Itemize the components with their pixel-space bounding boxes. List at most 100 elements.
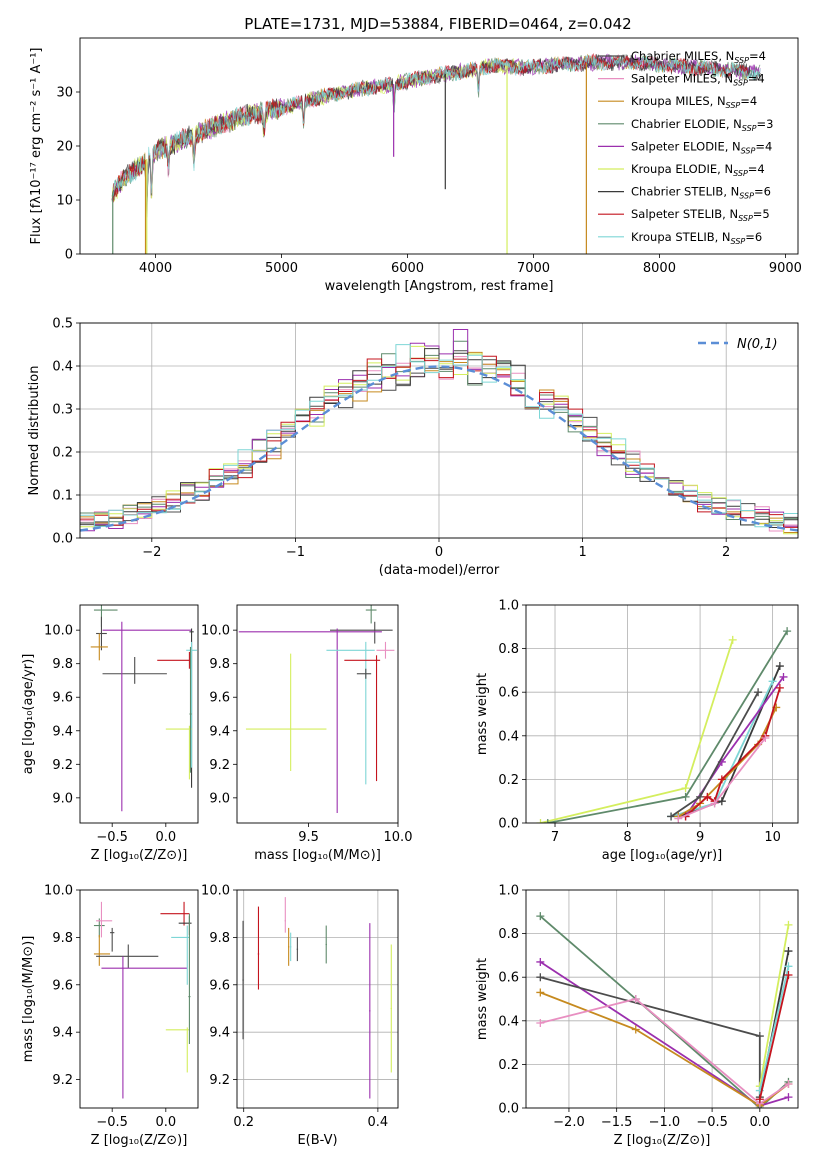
x-tick-label: −0.5 (96, 830, 128, 845)
weight-marker (755, 1095, 764, 1104)
x-tick-label: 0.2 (233, 1115, 254, 1130)
plot-area (90, 605, 197, 812)
x-tick-label: 9.5 (298, 830, 319, 845)
weight-marker (536, 957, 545, 966)
x-tick-label: −0.5 (696, 1115, 728, 1130)
weight-line (678, 665, 781, 818)
weight-vs-age-panel: 7 8 9 10 0.0 0.2 0.4 0.6 0.8 1.0 age [log₁₀(age/yr… (475, 599, 799, 863)
axes-frame (79, 322, 799, 539)
spectrum-line (111, 52, 748, 203)
residual-histogram (80, 348, 798, 528)
y-tick-label: 0.0 (52, 532, 73, 547)
weight-marker (543, 819, 552, 823)
x-axis-label: (data-model)/error (379, 563, 500, 578)
spectrum-panel: 4000 5000 6000 7000 8000 9000 0 10 20 30 wavelengt… (29, 37, 802, 294)
y-axis-label: mass weight (475, 958, 490, 1040)
mass-vs-metallicity-panel: −0.5 0.0 9.2 9.4 9.6 9.8 10.0 Z [log₁₀(Z/Z⊙)] ma… (21, 884, 199, 1148)
y-tick-label: 9.0 (52, 791, 73, 806)
legend-entry: N(0,1) (737, 337, 778, 352)
weight-marker (755, 1032, 764, 1041)
axes-frame (236, 604, 399, 824)
y-tick-label: 9.4 (52, 1026, 73, 1041)
x-axis-label: E(B-V) (297, 1133, 337, 1148)
plot-area (536, 627, 792, 823)
y-tick-label: 9.8 (52, 931, 73, 946)
legend-entry: Chabrier STELIB, NSSP=6 (631, 185, 771, 201)
x-tick-label: −1.5 (601, 1115, 633, 1130)
figure-title: PLATE=1731, MJD=53884, FIBERID=0464, z=0… (244, 15, 631, 33)
legend-entry: Salpeter MILES, NSSP=4 (631, 72, 765, 88)
weight-marker (775, 662, 784, 671)
plot-area (111, 52, 761, 254)
weight-marker (784, 1080, 793, 1089)
y-tick-label: 10.0 (201, 624, 230, 639)
legend-entry: Kroupa ELODIE, NSSP=4 (631, 162, 765, 178)
x-tick-label: 9000 (769, 261, 802, 276)
y-tick-label: 9.8 (52, 657, 73, 672)
y-tick-label: 9.2 (52, 758, 73, 773)
y-axis-label: mass weight (475, 673, 490, 755)
y-tick-label: 10.0 (201, 884, 230, 899)
y-tick-label: 0.8 (498, 642, 519, 657)
x-tick-label: −2 (142, 545, 161, 560)
x-tick-label: 9 (696, 830, 704, 845)
weight-marker (779, 672, 788, 681)
y-tick-label: 20 (56, 140, 73, 155)
x-axis-label: Z [log₁₀(Z/Z⊙)] (614, 1133, 711, 1148)
axes-frame (525, 889, 799, 1109)
weight-marker (717, 775, 726, 784)
y-tick-label: 0.2 (498, 1058, 519, 1073)
x-tick-label: 4000 (139, 261, 172, 276)
y-tick-label: 9.8 (209, 931, 230, 946)
x-tick-label: 10.0 (384, 830, 413, 845)
x-tick-label: 10 (764, 830, 781, 845)
weight-marker (631, 1025, 640, 1034)
weight-line (540, 998, 790, 1105)
y-tick-label: 1.0 (498, 599, 519, 614)
y-tick-label: 0.2 (52, 446, 73, 461)
x-tick-label: 7 (551, 830, 559, 845)
weight-marker (784, 1093, 793, 1102)
weight-marker (784, 962, 793, 971)
weight-line (758, 924, 790, 1087)
legend-entry: Salpeter STELIB, NSSP=5 (631, 207, 770, 223)
y-tick-label: 0.6 (498, 686, 519, 701)
weight-line (758, 966, 790, 1091)
y-tick-label: 10.0 (44, 624, 73, 639)
x-axis-label: mass [log₁₀(M/M⊙)] (254, 848, 381, 863)
y-axis-label: Normed distribution (27, 366, 42, 496)
y-tick-label: 9.4 (209, 724, 230, 739)
legend-entry: Chabrier ELODIE, NSSP=3 (631, 117, 773, 133)
x-axis-label: Z [log₁₀(Z/Z⊙)] (91, 1133, 188, 1148)
weight-line (540, 639, 734, 823)
y-tick-label: 9.2 (209, 758, 230, 773)
y-tick-label: 9.8 (209, 657, 230, 672)
weight-marker (754, 688, 763, 697)
y-tick-label: 9.6 (209, 978, 230, 993)
y-tick-label: 9.4 (209, 1026, 230, 1041)
legend-entry: Kroupa STELIB, NSSP=6 (631, 230, 762, 246)
weight-marker (674, 814, 683, 823)
weight-marker (536, 973, 545, 982)
y-tick-label: 0.3 (52, 403, 73, 418)
x-tick-label: 0.0 (155, 1115, 176, 1130)
weight-line (758, 974, 790, 1100)
y-tick-label: 0.5 (52, 317, 73, 332)
y-axis-label: Flux [fλ10⁻¹⁷ erg cm⁻² s⁻¹ A⁻¹] (29, 48, 44, 245)
x-tick-label: 0 (435, 545, 443, 560)
plot-area (238, 605, 395, 813)
weight-marker (728, 635, 737, 644)
weight-vs-metallicity-panel: −2.0 −1.5 −1.0 −0.5 0.0 0.0 0.2 0.4 0.6 0.8 1.0 Z [… (475, 884, 799, 1148)
x-tick-label: 8 (623, 830, 631, 845)
x-tick-label: 2 (722, 545, 730, 560)
x-axis-label: wavelength [Angstrom, rest frame] (325, 279, 554, 294)
spectrum-line (111, 54, 761, 204)
weight-marker (536, 819, 545, 823)
weight-marker (784, 971, 793, 980)
x-axis-label: Z [log₁₀(Z/Z⊙)] (91, 848, 188, 863)
residual-histogram (80, 344, 798, 528)
y-tick-label: 10 (56, 194, 73, 209)
y-tick-label: 0.2 (498, 773, 519, 788)
